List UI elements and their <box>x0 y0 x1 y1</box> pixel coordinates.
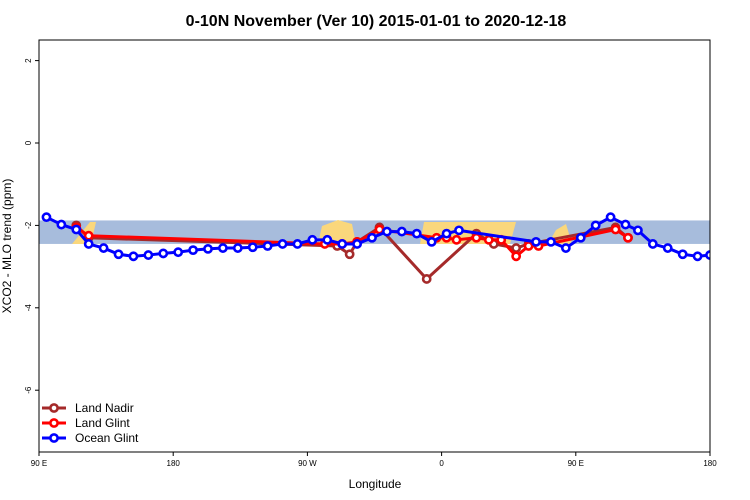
data-point <box>426 236 437 247</box>
data-point <box>610 224 621 235</box>
data-point <box>98 243 109 253</box>
data-point <box>307 234 318 245</box>
y-axis-label: XCO2 - MLO trend (ppm) <box>0 179 14 314</box>
data-point <box>41 212 52 223</box>
x-tick-label: 90 W <box>298 459 317 468</box>
x-tick-label: 0 <box>439 459 444 468</box>
data-point <box>158 248 169 259</box>
legend-label: Ocean Glint <box>75 431 139 445</box>
data-point <box>692 251 703 262</box>
data-point <box>173 247 184 258</box>
data-point <box>705 250 710 260</box>
data-point <box>454 225 464 236</box>
data-point <box>128 251 139 262</box>
data-point <box>292 239 303 249</box>
data-point <box>352 239 363 249</box>
data-point <box>647 239 658 249</box>
data-point <box>623 232 633 243</box>
data-point <box>451 234 462 245</box>
data-point <box>546 236 556 247</box>
data-point <box>203 243 213 254</box>
x-tick-label: 180 <box>703 459 717 468</box>
data-point <box>421 274 432 284</box>
data-point <box>511 251 522 262</box>
series-layer <box>41 212 728 284</box>
y-tick-label: -6 <box>24 386 33 394</box>
y-tick-label: 2 <box>24 58 33 63</box>
data-point <box>262 241 273 251</box>
data-point <box>531 236 541 247</box>
data-point <box>441 228 452 239</box>
data-point <box>396 226 407 237</box>
x-axis-label: Longitude <box>349 477 402 491</box>
data-point <box>483 234 494 245</box>
data-point <box>71 224 82 235</box>
data-point <box>560 243 571 253</box>
data-point <box>188 245 198 256</box>
data-point <box>277 239 288 249</box>
data-point <box>113 249 124 260</box>
data-point <box>56 219 67 230</box>
data-point <box>337 239 348 249</box>
x-axis: 90 E 180 90 W 0 90 E 180 <box>31 452 717 468</box>
data-point <box>575 232 586 243</box>
data-point <box>218 243 228 253</box>
data-point <box>662 243 673 253</box>
data-point <box>143 250 154 260</box>
data-point <box>471 232 482 243</box>
y-tick-label: 0 <box>24 140 33 145</box>
data-point <box>83 239 94 249</box>
data-point <box>590 220 601 231</box>
legend-marker <box>49 418 59 428</box>
y-axis: 2 0 -2 -4 -6 <box>24 58 39 394</box>
y-tick-label: -4 <box>24 304 33 312</box>
plot-frame <box>38 39 711 453</box>
x-tick-label: 180 <box>167 459 181 468</box>
legend-label: Land Glint <box>75 416 130 430</box>
data-point <box>633 225 643 236</box>
data-point <box>605 212 616 223</box>
data-point <box>247 242 258 253</box>
legend-label: Land Nadir <box>75 401 134 415</box>
data-point <box>232 243 243 253</box>
data-point <box>523 241 534 251</box>
data-point <box>83 230 94 241</box>
y-tick-label: -2 <box>24 221 33 229</box>
x-tick-label: 90 E <box>568 459 584 468</box>
data-point <box>620 219 631 230</box>
data-point <box>322 234 333 245</box>
data-point <box>721 251 728 258</box>
data-point <box>411 228 422 239</box>
data-point <box>382 226 392 237</box>
data-point <box>511 243 522 253</box>
chart-title: 0-10N November (Ver 10) 2015-01-01 to 20… <box>186 13 567 30</box>
legend-marker <box>49 403 59 413</box>
data-point <box>367 232 377 243</box>
data-point <box>344 249 355 260</box>
data-point <box>677 249 688 260</box>
x-tick-label: 90 E <box>31 459 47 468</box>
legend-marker <box>49 433 59 443</box>
